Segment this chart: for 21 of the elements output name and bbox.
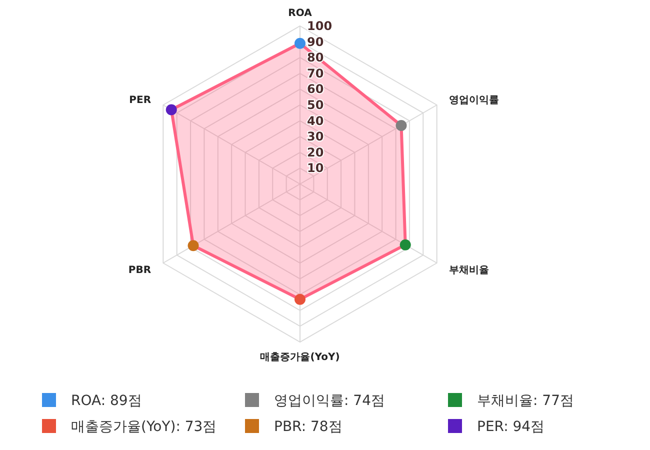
y-tick-label: 100 bbox=[307, 19, 332, 33]
text: 부채비율: 77점 bbox=[477, 393, 574, 409]
spoke-label: 매출증가율(YoY) bbox=[260, 352, 340, 363]
text: ROA: 89점 bbox=[71, 393, 142, 409]
y-tick-label: 70 bbox=[307, 66, 324, 80]
y-tick-label: 20 bbox=[307, 145, 324, 160]
y-tick-label: 50 bbox=[307, 98, 324, 112]
spoke-label: 영업이익률 bbox=[448, 95, 499, 106]
spoke-label: PBR bbox=[128, 265, 152, 276]
y-tick-label: 90 bbox=[307, 34, 324, 49]
y-tick-label: 40 bbox=[307, 114, 324, 128]
text: PER: 94점 bbox=[477, 419, 545, 435]
text: PBR: 78점 bbox=[274, 419, 342, 435]
text: 영업이익률: 74점 bbox=[274, 393, 385, 409]
spoke-label: ROA bbox=[288, 8, 312, 19]
y-tick-label: 10 bbox=[307, 161, 324, 176]
spoke-label: PER bbox=[129, 95, 152, 106]
text: 매출증가율(YoY): 73점 bbox=[71, 419, 217, 435]
spoke-label: 부채비율 bbox=[448, 265, 489, 276]
y-tick-label: 30 bbox=[307, 130, 324, 144]
y-tick-label: 60 bbox=[307, 82, 324, 96]
